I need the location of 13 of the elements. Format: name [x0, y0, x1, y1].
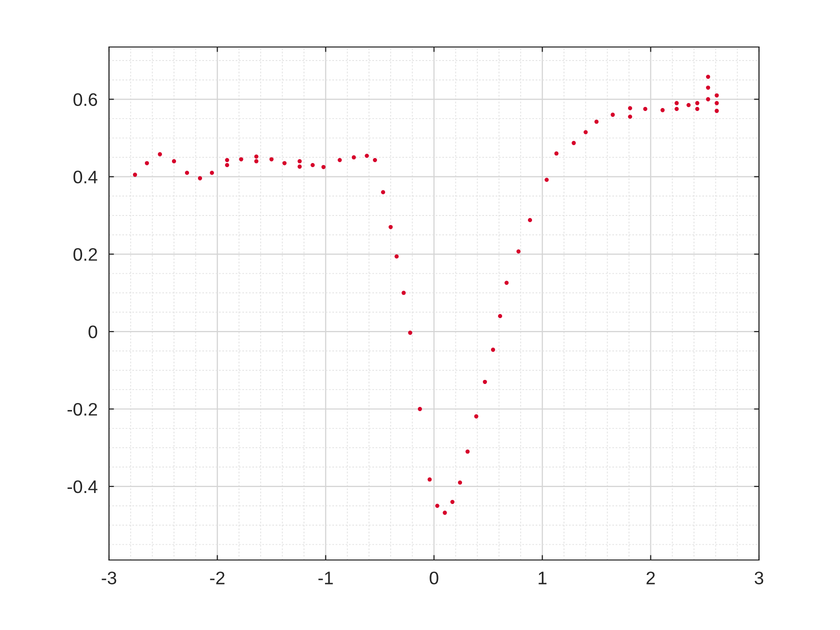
y-tick-label: -0.2	[68, 402, 97, 416]
x-tick-label: 0	[430, 572, 438, 584]
y-tick-label: 0	[88, 326, 98, 338]
x-tick-label: -1	[318, 572, 333, 584]
y-tick-label: -0.4	[68, 480, 98, 494]
x-tick-label: 1	[538, 572, 546, 584]
x-tick-label: -3	[102, 572, 116, 584]
x-tick-label: 2	[646, 572, 655, 584]
y-tick-label: 0.2	[73, 248, 97, 261]
y-tick-label: 0.4	[73, 170, 98, 184]
x-tick-label: 3	[754, 572, 764, 584]
y-tick-label: 0.6	[73, 93, 98, 106]
x-tick-label: -2	[210, 572, 224, 584]
